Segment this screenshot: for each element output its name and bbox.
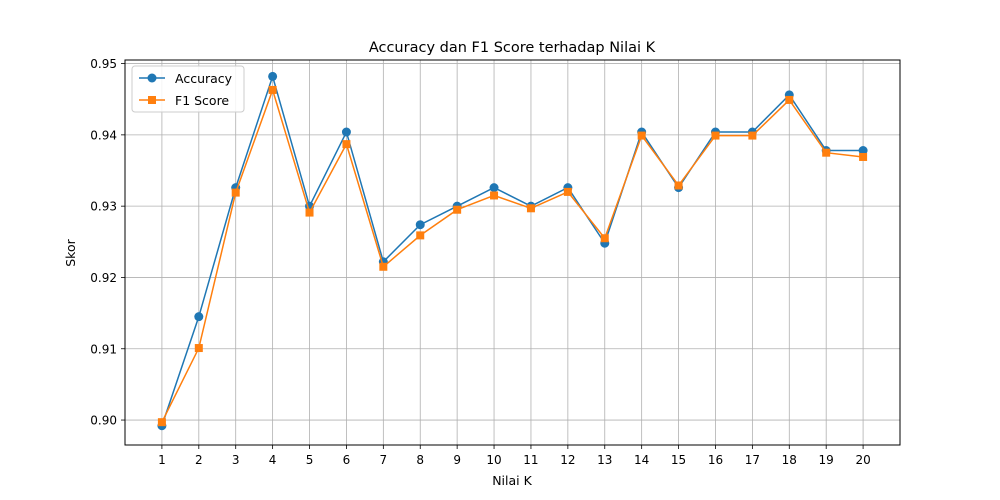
- x-tick-label: 11: [523, 453, 538, 467]
- legend-f1-label: F1 Score: [175, 93, 229, 108]
- data-point-f1-score: [379, 262, 388, 271]
- legend: Accuracy F1 Score: [131, 65, 245, 113]
- series-line-accuracy: [161, 73, 864, 426]
- data-point-f1-score: [637, 131, 646, 140]
- data-point-f1-score: [822, 148, 831, 157]
- data-point-f1-score: [342, 140, 351, 149]
- plot-area-frame: [124, 59, 901, 446]
- data-point-accuracy: [268, 71, 278, 81]
- data-point-f1-score: [785, 95, 794, 104]
- legend-accuracy-label: Accuracy: [175, 71, 233, 86]
- data-point-accuracy: [489, 183, 499, 193]
- data-point-f1-score: [157, 418, 166, 427]
- x-tick-label: 1: [158, 453, 166, 467]
- y-tick-label: 0.95: [90, 57, 117, 71]
- x-tick-label: 14: [634, 453, 649, 467]
- y-tick-label: 0.93: [90, 200, 117, 214]
- data-point-f1-score: [748, 131, 757, 140]
- x-axis-label: Nilai K: [492, 473, 532, 488]
- grid: [125, 60, 900, 445]
- data-point-f1-score: [674, 181, 683, 190]
- data-point-accuracy: [858, 146, 868, 156]
- data-point-f1-score: [526, 204, 535, 213]
- data-point-f1-score: [490, 191, 499, 200]
- y-tick-label: 0.91: [90, 342, 117, 356]
- x-tick-label: 18: [782, 453, 797, 467]
- legend-f1-marker: [148, 96, 156, 104]
- y-tick-label: 0.92: [90, 271, 117, 285]
- data-point-accuracy: [415, 220, 425, 230]
- x-tick-label: 15: [671, 453, 686, 467]
- series-line-f1-score: [161, 87, 864, 423]
- chart-title: Accuracy dan F1 Score terhadap Nilai K: [369, 40, 656, 56]
- data-point-f1-score: [600, 234, 609, 243]
- data-point-f1-score: [268, 85, 277, 94]
- x-tick-label: 10: [486, 453, 501, 467]
- x-axis: 1 2 3 4 5 6 7 8 9 10 11 12 13 14 15 16 17 18 19 20: [158, 445, 871, 467]
- legend-accuracy-marker: [147, 73, 157, 83]
- y-axis: 0.90 0.91 0.92 0.93 0.94 0.95: [90, 57, 125, 428]
- x-tick-label: 16: [708, 453, 723, 467]
- data-point-f1-score: [711, 131, 720, 140]
- data-point-accuracy: [341, 127, 351, 137]
- data-point-f1-score: [231, 188, 240, 197]
- data-point-f1-score: [305, 208, 314, 217]
- x-tick-label: 9: [453, 453, 461, 467]
- x-tick-label: 5: [306, 453, 314, 467]
- data-point-f1-score: [563, 187, 572, 196]
- x-tick-label: 8: [416, 453, 424, 467]
- x-tick-label: 7: [380, 453, 388, 467]
- x-tick-label: 6: [343, 453, 351, 467]
- series-layer: [157, 71, 868, 431]
- y-tick-label: 0.90: [90, 414, 117, 428]
- x-tick-label: 3: [232, 453, 240, 467]
- data-point-accuracy: [194, 312, 204, 322]
- x-tick-label: 20: [855, 453, 870, 467]
- x-tick-label: 19: [819, 453, 834, 467]
- data-point-f1-score: [859, 152, 868, 161]
- x-tick-label: 2: [195, 453, 203, 467]
- x-tick-label: 13: [597, 453, 612, 467]
- y-axis-label: Skor: [63, 238, 78, 266]
- x-tick-label: 12: [560, 453, 575, 467]
- x-tick-label: 4: [269, 453, 277, 467]
- data-point-f1-score: [194, 344, 203, 353]
- data-point-f1-score: [453, 205, 462, 214]
- data-point-f1-score: [416, 231, 425, 240]
- y-tick-label: 0.94: [90, 128, 117, 142]
- x-tick-label: 17: [745, 453, 760, 467]
